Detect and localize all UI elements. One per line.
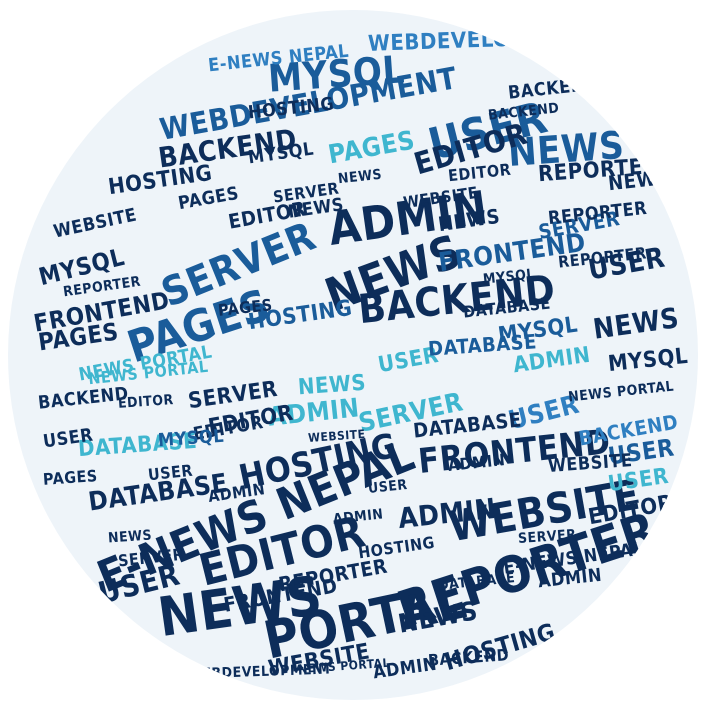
cloud-word: EDITOR: [117, 392, 175, 412]
cloud-word: SERVER: [517, 526, 577, 548]
cloud-word: EDITOR: [447, 159, 513, 186]
cloud-word: NEWS: [297, 370, 367, 401]
cloud-word: NEWS: [591, 301, 682, 346]
cloud-word: MYSQL: [157, 425, 225, 452]
cloud-word: WEBDEVELOPMENT: [367, 24, 592, 57]
cloud-word: WEBSITE: [51, 204, 139, 243]
cloud-word: BACKEND: [507, 73, 600, 104]
cloud-word: USER: [147, 460, 194, 485]
cloud-word: NEWS: [337, 166, 383, 188]
cloud-word: NEWS: [436, 203, 502, 237]
cloud-word: PAGES: [42, 466, 99, 489]
cloud-word: WEBDEVELOPMENT: [187, 661, 333, 683]
cloud-word: NEWS PORTAL: [567, 378, 675, 406]
cloud-word: BACKEND: [427, 645, 510, 670]
cloud-word: ADMIN: [537, 564, 604, 593]
cloud-word: USER: [367, 476, 409, 498]
cloud-word: HOSTING: [356, 532, 437, 563]
cloud-word: MYSQL: [606, 343, 690, 378]
cloud-word: BACKEND: [37, 383, 130, 414]
cloud-word: NEWS: [107, 527, 153, 547]
cloud-word: PAGES: [326, 125, 418, 171]
cloud-word: REPORTER: [547, 197, 649, 230]
cloud-word: ADMIN: [332, 506, 385, 528]
globe-shape: NEWS PORTAL REPORTER WEBSITE E-NEWS NEPA…: [8, 10, 698, 700]
cloud-word: NEWS: [606, 164, 672, 196]
